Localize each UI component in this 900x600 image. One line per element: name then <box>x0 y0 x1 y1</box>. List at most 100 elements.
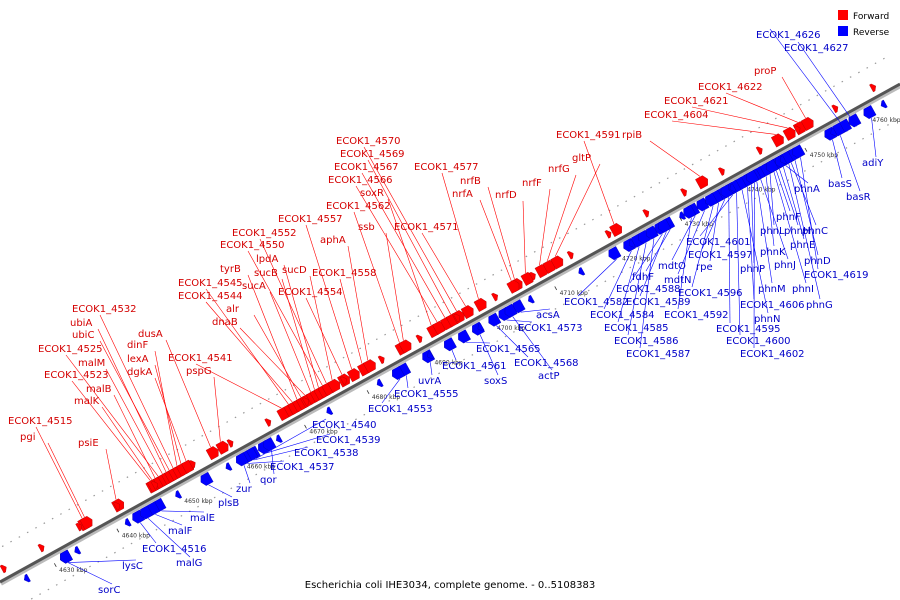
gene-features <box>0 83 888 583</box>
reverse-leader-line <box>677 210 705 275</box>
reverse-leader-line <box>243 465 251 484</box>
reverse-leader-line <box>639 238 655 349</box>
forward-gene <box>453 313 461 323</box>
reverse-leader-line <box>520 308 551 313</box>
legend: Forward Reverse <box>838 10 890 38</box>
forward-gene-label: alr <box>226 304 240 315</box>
reverse-gene-label: ECOK1_4606 <box>740 300 805 311</box>
reverse-leader-line <box>769 28 848 132</box>
forward-gene-label: nrfG <box>548 164 570 175</box>
reverse-leader-line <box>67 562 113 585</box>
reverse-gene-label: ECOK1_4553 <box>368 404 433 415</box>
kbp-tick-label: 4690 kbp <box>434 359 462 366</box>
reverse-gene-label: actP <box>538 371 560 382</box>
forward-gene <box>717 167 725 176</box>
reverse-leader-line <box>709 202 719 262</box>
forward-leader-line <box>154 377 187 461</box>
reverse-gene-label: ECOK1_4586 <box>614 336 679 347</box>
reverse-gene <box>658 218 672 233</box>
reverse-leader-line <box>783 166 805 240</box>
forward-leader-line <box>99 314 174 469</box>
forward-leader-line <box>421 232 466 307</box>
reverse-leader-line <box>577 258 617 297</box>
forward-gene <box>188 460 196 469</box>
forward-gene-label: ECOK1_4532 <box>72 304 137 315</box>
forward-gene <box>755 146 763 155</box>
forward-gene <box>782 126 796 141</box>
forward-gene <box>460 305 474 320</box>
reverse-gene <box>124 518 132 527</box>
reverse-gene-label: plsB <box>218 498 239 509</box>
reverse-gene-label: phnI <box>792 284 814 295</box>
forward-gene-label: ECOK1_4544 <box>178 291 243 302</box>
forward-leader-line <box>691 106 788 129</box>
kbp-tick-label: 4650 kbp <box>184 498 212 505</box>
reverse-gene-label: phnC <box>802 226 828 237</box>
reverse-leader-line <box>255 418 327 459</box>
reverse-gene-label: malF <box>168 526 193 537</box>
forward-gene-label: ubiC <box>72 330 94 341</box>
reverse-leader-line <box>773 171 807 284</box>
reverse-gene-label: ECOK1_4601 <box>686 237 751 248</box>
forward-gene-label: sucA <box>242 281 266 292</box>
forward-leader-line <box>99 340 170 471</box>
kbp-tick <box>366 390 370 394</box>
forward-gene-label: malM <box>78 358 105 369</box>
reverse-gene <box>863 105 877 120</box>
forward-leader-line <box>671 120 776 135</box>
forward-gene-label: ECOK1_4591 <box>556 130 621 141</box>
kbp-tick <box>304 424 307 429</box>
forward-gene-label: dnaB <box>212 317 238 328</box>
reverse-gene <box>477 322 485 332</box>
reverse-leader-line <box>691 205 714 288</box>
genome-backbone <box>0 57 900 600</box>
forward-gene-label: aphA <box>320 235 346 246</box>
reverse-gene <box>504 303 518 318</box>
forward-leader-line <box>253 314 302 398</box>
forward-gene-label: ECOK1_4545 <box>178 278 243 289</box>
forward-leader-line <box>781 76 806 119</box>
forward-leader-line <box>105 368 163 474</box>
reverse-gene-label: phnJ <box>774 260 796 271</box>
forward-gene-label: dusA <box>138 329 163 340</box>
forward-leader-line <box>113 394 156 479</box>
reverse-gene <box>880 99 888 109</box>
reverse-gene-label: ECOK1_4602 <box>740 349 805 360</box>
forward-gene <box>506 279 520 294</box>
kbp-tick-label: 4710 kbp <box>560 290 588 297</box>
reverse-gene <box>705 192 718 207</box>
forward-leader-line <box>361 172 446 318</box>
forward-gene-label: ECOK1_4562 <box>326 201 391 212</box>
forward-leader-line <box>339 278 363 364</box>
reverse-leader-line <box>247 460 285 464</box>
forward-leader-line <box>205 288 289 405</box>
forward-gene-label: gltP <box>572 153 591 164</box>
reverse-leader-line <box>751 184 755 264</box>
reverse-gene <box>60 549 73 564</box>
reverse-gene-label: basR <box>846 192 871 203</box>
reverse-gene-label: phnG <box>806 300 833 311</box>
forward-leader-line <box>583 140 615 225</box>
reverse-gene <box>766 159 779 174</box>
kbp-tick-label: 4750 kbp <box>810 152 838 159</box>
forward-gene-label: ECOK1_4622 <box>698 82 763 93</box>
forward-gene-label: proP <box>754 66 776 77</box>
forward-gene <box>339 376 347 386</box>
forward-leader-line <box>195 363 282 409</box>
figure-caption: Escherichia coli IHE3034, complete genom… <box>305 580 595 591</box>
forward-leader-line <box>649 140 701 177</box>
reverse-leader-line <box>466 342 491 344</box>
forward-leader-line <box>105 448 117 500</box>
forward-leader-line <box>387 198 432 326</box>
forward-leader-line <box>305 224 352 370</box>
reverse-leader-line <box>677 217 692 310</box>
forward-gene <box>566 251 574 260</box>
reverse-leader-line <box>671 215 696 261</box>
reverse-gene-label: ECOK1_4597 <box>688 250 753 261</box>
reverse-gene <box>263 437 277 452</box>
reverse-gene <box>140 505 153 520</box>
reverse-gene-label: ECOK1_4600 <box>726 336 791 347</box>
reverse-gene <box>830 127 838 137</box>
reverse-gene <box>628 239 636 248</box>
forward-gene <box>226 439 234 448</box>
